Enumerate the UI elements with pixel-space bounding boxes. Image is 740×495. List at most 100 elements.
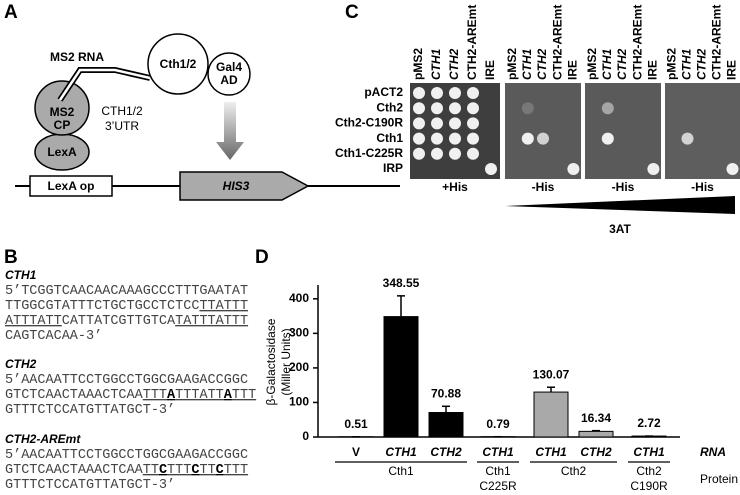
column-label: CTH1	[520, 48, 534, 80]
sequence-segment: GTCTCAACTAAACTCAA	[5, 463, 144, 478]
column-label: IRE	[566, 60, 580, 80]
sequence-line: CAGTCACAA-3’	[5, 329, 102, 344]
sequence-segment: C	[216, 463, 224, 478]
gal4-ad: AD	[220, 73, 238, 87]
sequence-segment: TTATTT	[199, 299, 248, 314]
spot	[449, 132, 461, 145]
spot	[521, 132, 534, 145]
column-label: IRE	[646, 60, 660, 80]
value-label: 16.34	[581, 411, 611, 425]
sequence-segment: TT	[208, 388, 224, 403]
group-label: Cth1	[388, 464, 414, 478]
spot	[467, 132, 479, 145]
column-label: CTH2	[535, 48, 549, 80]
column-label: IRE	[483, 60, 497, 80]
spot	[413, 147, 425, 160]
sequence-segment: GTTTCTCCATGTTATGCT-3’	[5, 403, 175, 418]
sequence-segment: TTT	[224, 463, 248, 478]
spot	[601, 102, 614, 115]
sequence-segment: ATTTATT	[5, 314, 62, 329]
gal4-ad-protein	[207, 52, 251, 96]
gal4-ad: Gal4	[216, 60, 242, 74]
sequence-line: GTCTCAACTAAACTCAATTTATTTATTATTT	[5, 388, 256, 403]
plate	[585, 83, 661, 179]
spot	[485, 163, 497, 175]
sequence-line: TTGGCGTATTTCTGCTGCCTCTCCTTATTT	[5, 299, 248, 314]
plate-label: +His	[442, 180, 468, 194]
spot	[467, 117, 479, 130]
sequence-line: 5’AACAATTCCTGGCCTGGCGAAGACCGGC	[5, 373, 248, 388]
column-label: pMS2	[665, 48, 679, 80]
column-label: CTH2	[615, 48, 629, 80]
plate-label: -His	[691, 180, 714, 194]
y-tick-label: 400	[289, 291, 309, 305]
y-axis-label: β-Galactosidase	[264, 318, 278, 405]
spot	[601, 132, 614, 145]
column-label: CTH1	[600, 48, 614, 80]
y-tick-label: 0	[302, 429, 309, 443]
group-label: Cth1	[485, 464, 511, 478]
row-label: Cth2	[376, 100, 403, 114]
x-tick-label: CTH1	[633, 445, 665, 459]
spot	[467, 147, 479, 160]
panel-d: D 0 100 200 300 400 β-Galactosidase (Miller Un…	[255, 247, 738, 493]
sequence-segment: C	[191, 463, 199, 478]
y-tick-label: 100	[289, 395, 309, 409]
sequence-segment: TT	[199, 463, 215, 478]
panel-b: B CTH1 5’TCGGTCAACAACAAAGCCCTTTGAATATTTGG…	[4, 247, 256, 493]
spot	[567, 163, 580, 175]
column-label: CTH1	[429, 48, 443, 80]
panel-label: A	[4, 2, 18, 23]
spot	[431, 87, 443, 99]
sequence-segment: CAGTCACAA-3’	[5, 329, 102, 344]
y-axis-label: (Miller Units)	[279, 328, 293, 395]
value-label: 0.79	[486, 417, 510, 431]
lexa: LexA	[47, 145, 77, 159]
panel-label: C	[345, 2, 359, 23]
x-tick-label: CTH2	[580, 445, 612, 459]
column-label: CTH2-AREmt	[550, 5, 564, 80]
sequence-segment: GTTTCTCCATGTTATGCT-3’	[5, 478, 175, 493]
value-label: 348.55	[383, 276, 420, 290]
sequence-name: CTH2	[5, 357, 37, 371]
sequence-line: 5’AACAATTCCTGGCCTGGCGAAGACCGGC	[5, 448, 248, 463]
spot	[449, 102, 461, 115]
bar	[428, 412, 464, 438]
y-tick-label: 300	[289, 326, 309, 340]
sequence-segment: GTCTCAACTAAACTCAA	[5, 388, 144, 403]
row-label: Cth1	[376, 131, 403, 145]
panel-c: C 3AT pACT2Cth2Cth2-C190RCth1Cth1-C225RI…	[335, 2, 740, 236]
sequence-line: ATTTATTCATTATCGTTGTCATATTTATTT	[5, 314, 248, 329]
lexa-op: LexA op	[48, 179, 95, 193]
column-label: CTH2	[695, 48, 709, 80]
x-tick-label: V	[352, 445, 360, 459]
bar	[578, 430, 614, 438]
sequence-segment: 5’TCGGTCAACAACAAAGCCCTTTGAATAT	[5, 284, 248, 299]
sequence-segment: 5’AACAATTCCTGGCCTGGCGAAGACCGGC	[5, 373, 248, 388]
spot	[449, 87, 461, 99]
panel-a: A LexA op HIS3 LexA MS2 CP MS2 RNA CTH1/…	[4, 2, 400, 201]
group-label: Cth2	[636, 464, 662, 478]
row-label: Cth1-C225R	[335, 146, 403, 160]
rna	[58, 68, 151, 101]
row-label: Cth2-C190R	[335, 116, 403, 130]
group-label: Cth2	[561, 464, 587, 478]
spot	[413, 102, 425, 115]
sequence-line: 5’TCGGTCAACAACAAAGCCCTTTGAATAT	[5, 284, 248, 299]
plate-label: -His	[612, 180, 635, 194]
sequence-line: GTTTCTCCATGTTATGCT-3’	[5, 403, 175, 418]
row-label: Protein	[700, 472, 738, 486]
sequence-segment: TTT	[232, 388, 256, 403]
sequence-segment: TTT	[143, 388, 167, 403]
plate-label: -His	[532, 180, 555, 194]
group-label: C225R	[479, 479, 517, 493]
spot	[413, 132, 425, 145]
sequence-segment: TTTA	[175, 388, 208, 403]
value-label: 130.07	[533, 367, 570, 381]
spot	[431, 117, 443, 130]
spot	[681, 132, 694, 145]
panel-label: B	[4, 247, 18, 268]
spot	[413, 117, 425, 130]
value-label: 2.72	[637, 416, 661, 430]
lexa-op-box	[29, 175, 113, 197]
